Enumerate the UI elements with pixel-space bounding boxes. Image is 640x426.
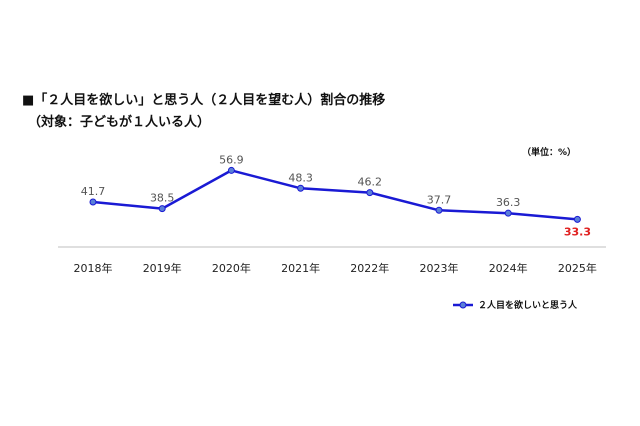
data-label: 38.5 [150, 192, 175, 205]
data-point [366, 189, 374, 197]
data-point [435, 206, 443, 214]
data-point [89, 198, 97, 206]
data-label: 46.2 [358, 176, 383, 189]
data-point [297, 184, 305, 192]
data-label: 36.3 [496, 196, 521, 209]
data-label: 33.3 [564, 225, 591, 238]
data-label: 56.9 [219, 153, 244, 166]
data-label: 41.7 [81, 185, 106, 198]
x-tick-label: 2019年 [143, 261, 182, 275]
data-point [158, 205, 166, 213]
chart-subtitle: （対象：子どもが１人いる人） [28, 115, 211, 130]
data-label: 48.3 [288, 171, 313, 184]
x-tick-label: 2021年 [281, 261, 320, 275]
data-point [227, 166, 235, 174]
x-tick-label: 2020年 [212, 261, 251, 275]
legend-marker [453, 301, 473, 308]
x-tick-label: 2022年 [350, 261, 389, 275]
series-line [92, 169, 578, 221]
x-tick-label: 2024年 [489, 261, 528, 275]
x-tick-label: 2018年 [74, 261, 113, 275]
x-tick-label: 2023年 [420, 261, 459, 275]
data-label: 37.7 [427, 193, 452, 206]
chart-legend: ２人目を欲しいと思う人 [452, 298, 577, 311]
data-point [573, 215, 581, 223]
x-tick-label: 2025年 [558, 261, 597, 275]
data-point [504, 209, 512, 217]
unit-label: （単位：%） [522, 148, 577, 158]
chart-title: ■「２人目を欲しい」と思う人（２人目を望む人）割合の推移 [22, 93, 386, 108]
legend-label: ２人目を欲しいと思う人 [478, 301, 578, 311]
